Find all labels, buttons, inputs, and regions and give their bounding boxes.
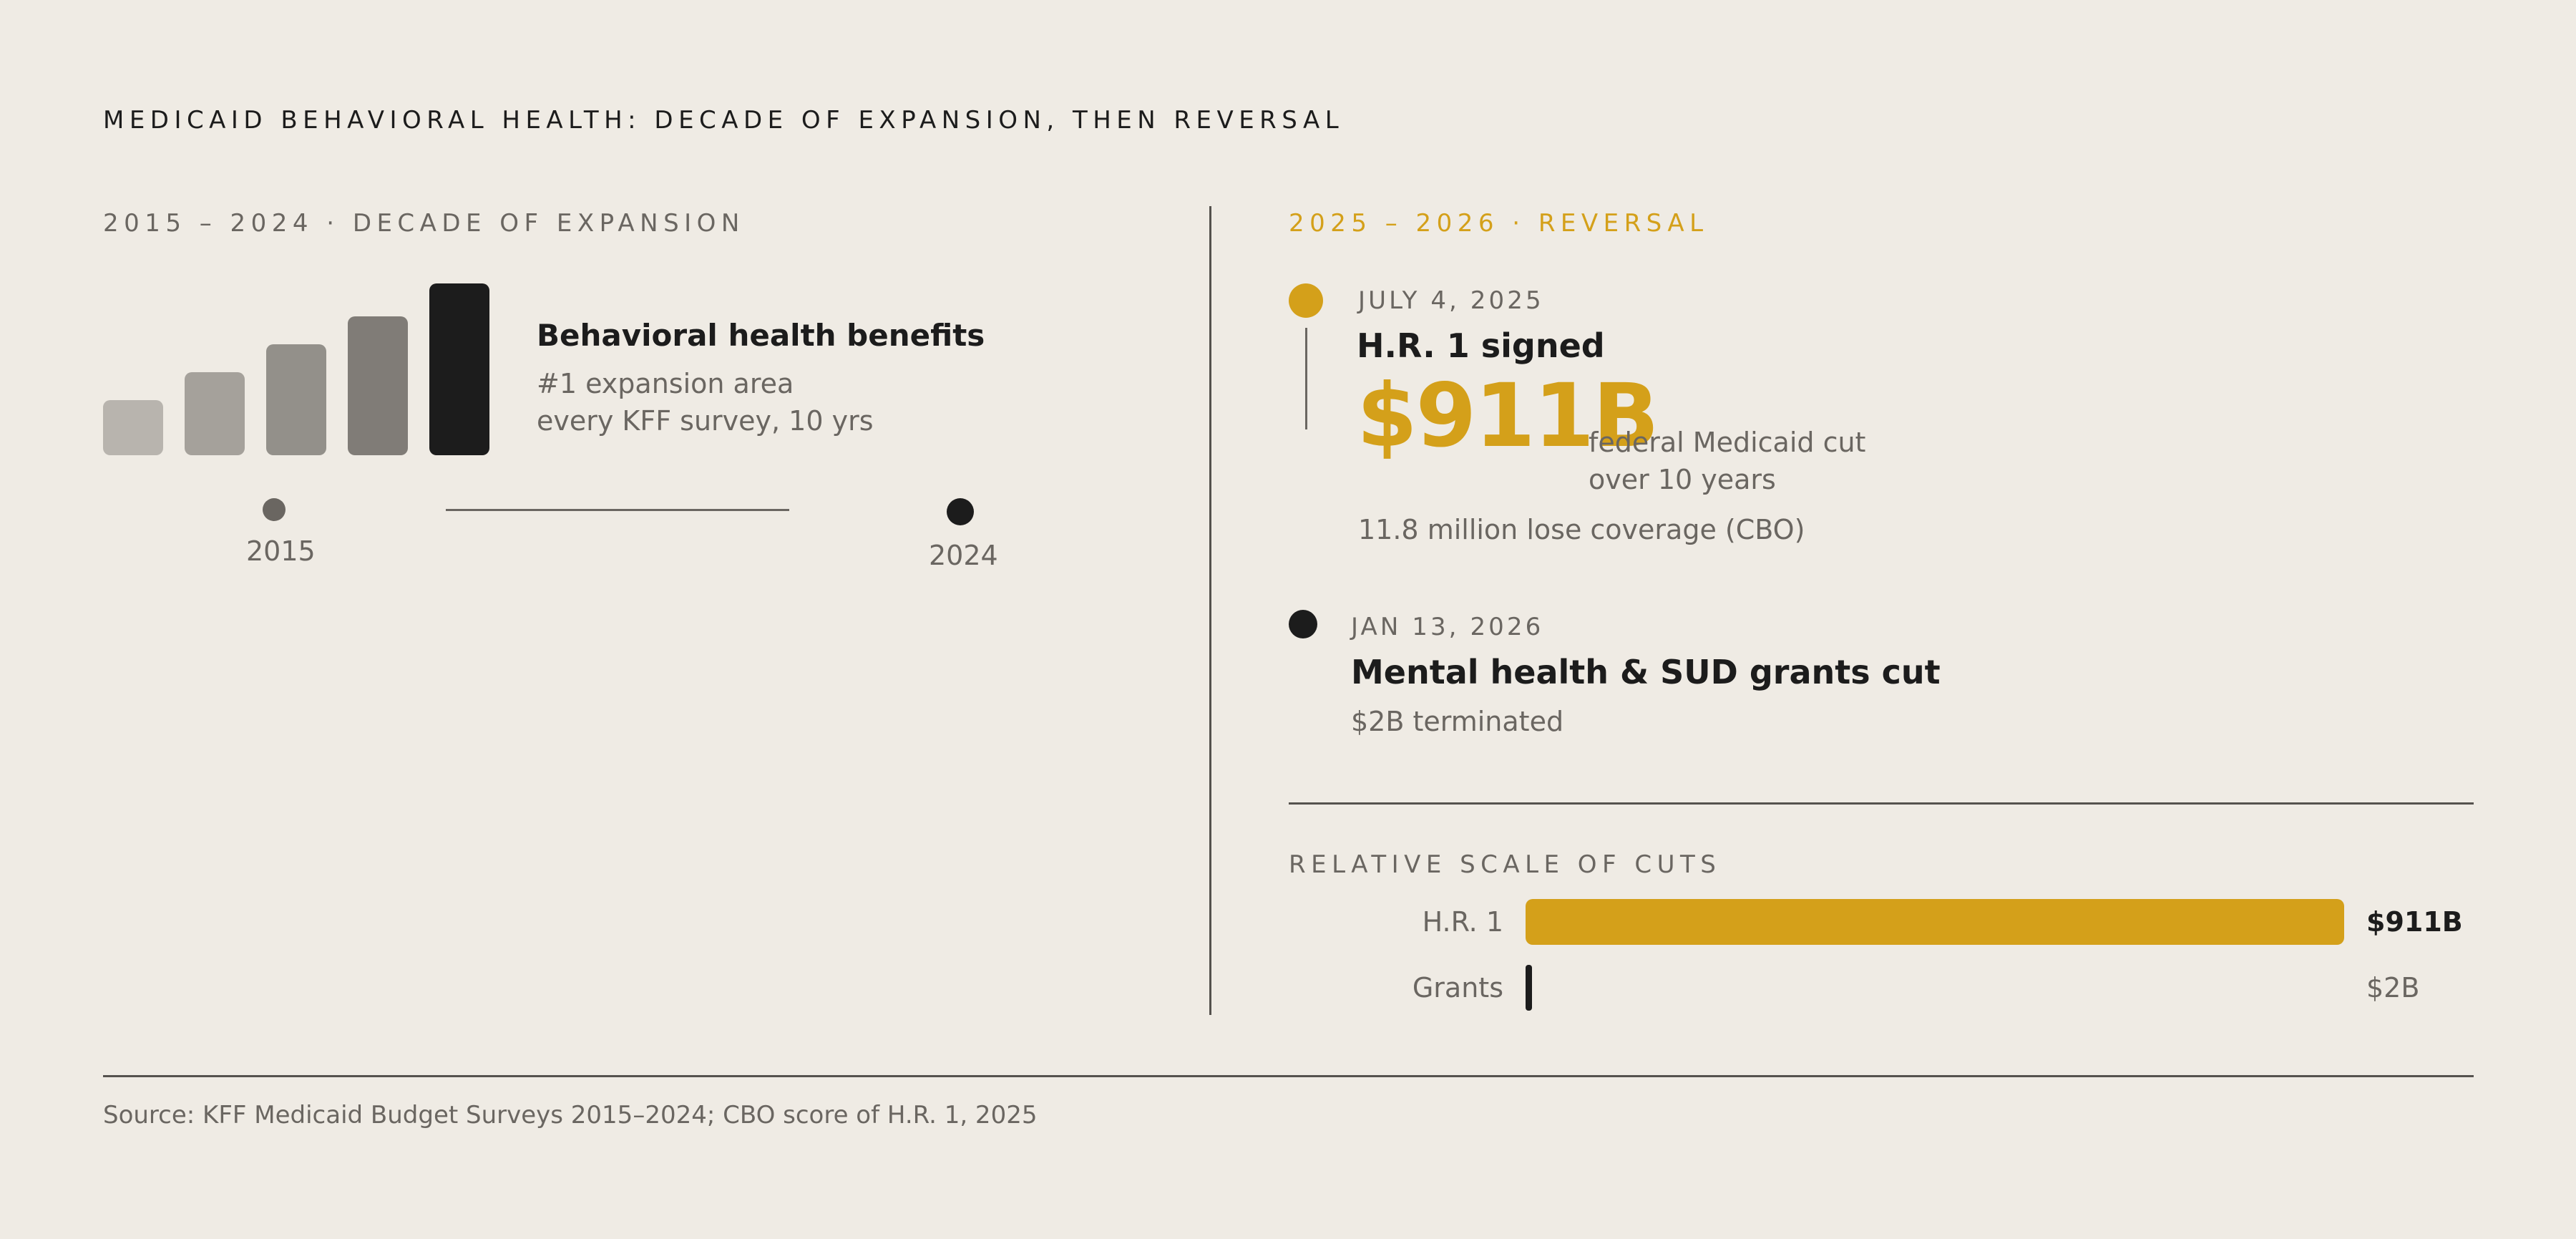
benefit-line-2: every KFF survey, 10 yrs [537,405,874,437]
left-section-heading: 2015 – 2024 · DECADE OF EXPANSION [103,209,745,238]
right-section-heading: 2025 – 2026 · REVERSAL [1289,209,1709,238]
event1-note: 11.8 million lose coverage (CBO) [1358,514,1805,545]
scale-heading: RELATIVE SCALE OF CUTS [1289,850,1722,879]
expansion-bar-chart [103,283,489,455]
expansion-bar [185,372,245,455]
event1-amount-desc-1: federal Medicaid cut [1589,427,1866,458]
expansion-bar [429,283,489,455]
scale-category-label: Grants [1412,972,1503,1004]
event2-date: JAN 13, 2026 [1351,613,1544,641]
expansion-bar [103,400,163,455]
scale-category-label: H.R. 1 [1422,906,1503,938]
event2-title: Mental health & SUD grants cut [1351,653,1941,691]
timeline-connector [446,509,789,511]
scale-divider [1289,802,2474,805]
event1-spine [1305,328,1307,429]
expansion-bar [348,316,408,455]
event1-date: JULY 4, 2025 [1358,286,1544,315]
scale-bar [1526,899,2344,945]
relative-scale-chart: H.R. 1 $911B Grants $2B [1289,899,2474,1021]
year-start-label: 2015 [246,535,316,567]
event1-amount-desc-2: over 10 years [1589,464,1776,495]
footer-divider [103,1075,2474,1077]
event2-dot [1289,610,1317,638]
event1-title: H.R. 1 signed [1357,326,1605,365]
event2-note: $2B terminated [1351,706,1564,737]
vertical-divider [1209,206,1211,1015]
timeline-end-dot [947,498,974,525]
source-note: Source: KFF Medicaid Budget Surveys 2015… [103,1101,1038,1129]
event1-dot [1289,283,1323,318]
scale-value-label: $2B [2366,972,2420,1004]
benefit-title: Behavioral health benefits [537,318,985,353]
scale-value-label: $911B [2366,906,2463,938]
page-title: MEDICAID BEHAVIORAL HEALTH: DECADE OF EX… [103,106,1345,135]
year-end-label: 2024 [929,540,998,571]
benefit-line-1: #1 expansion area [537,368,794,399]
timeline-start-dot [263,498,286,521]
scale-bar [1526,965,1532,1011]
expansion-bar [266,344,326,455]
event1-amount: $911B [1357,365,1659,467]
